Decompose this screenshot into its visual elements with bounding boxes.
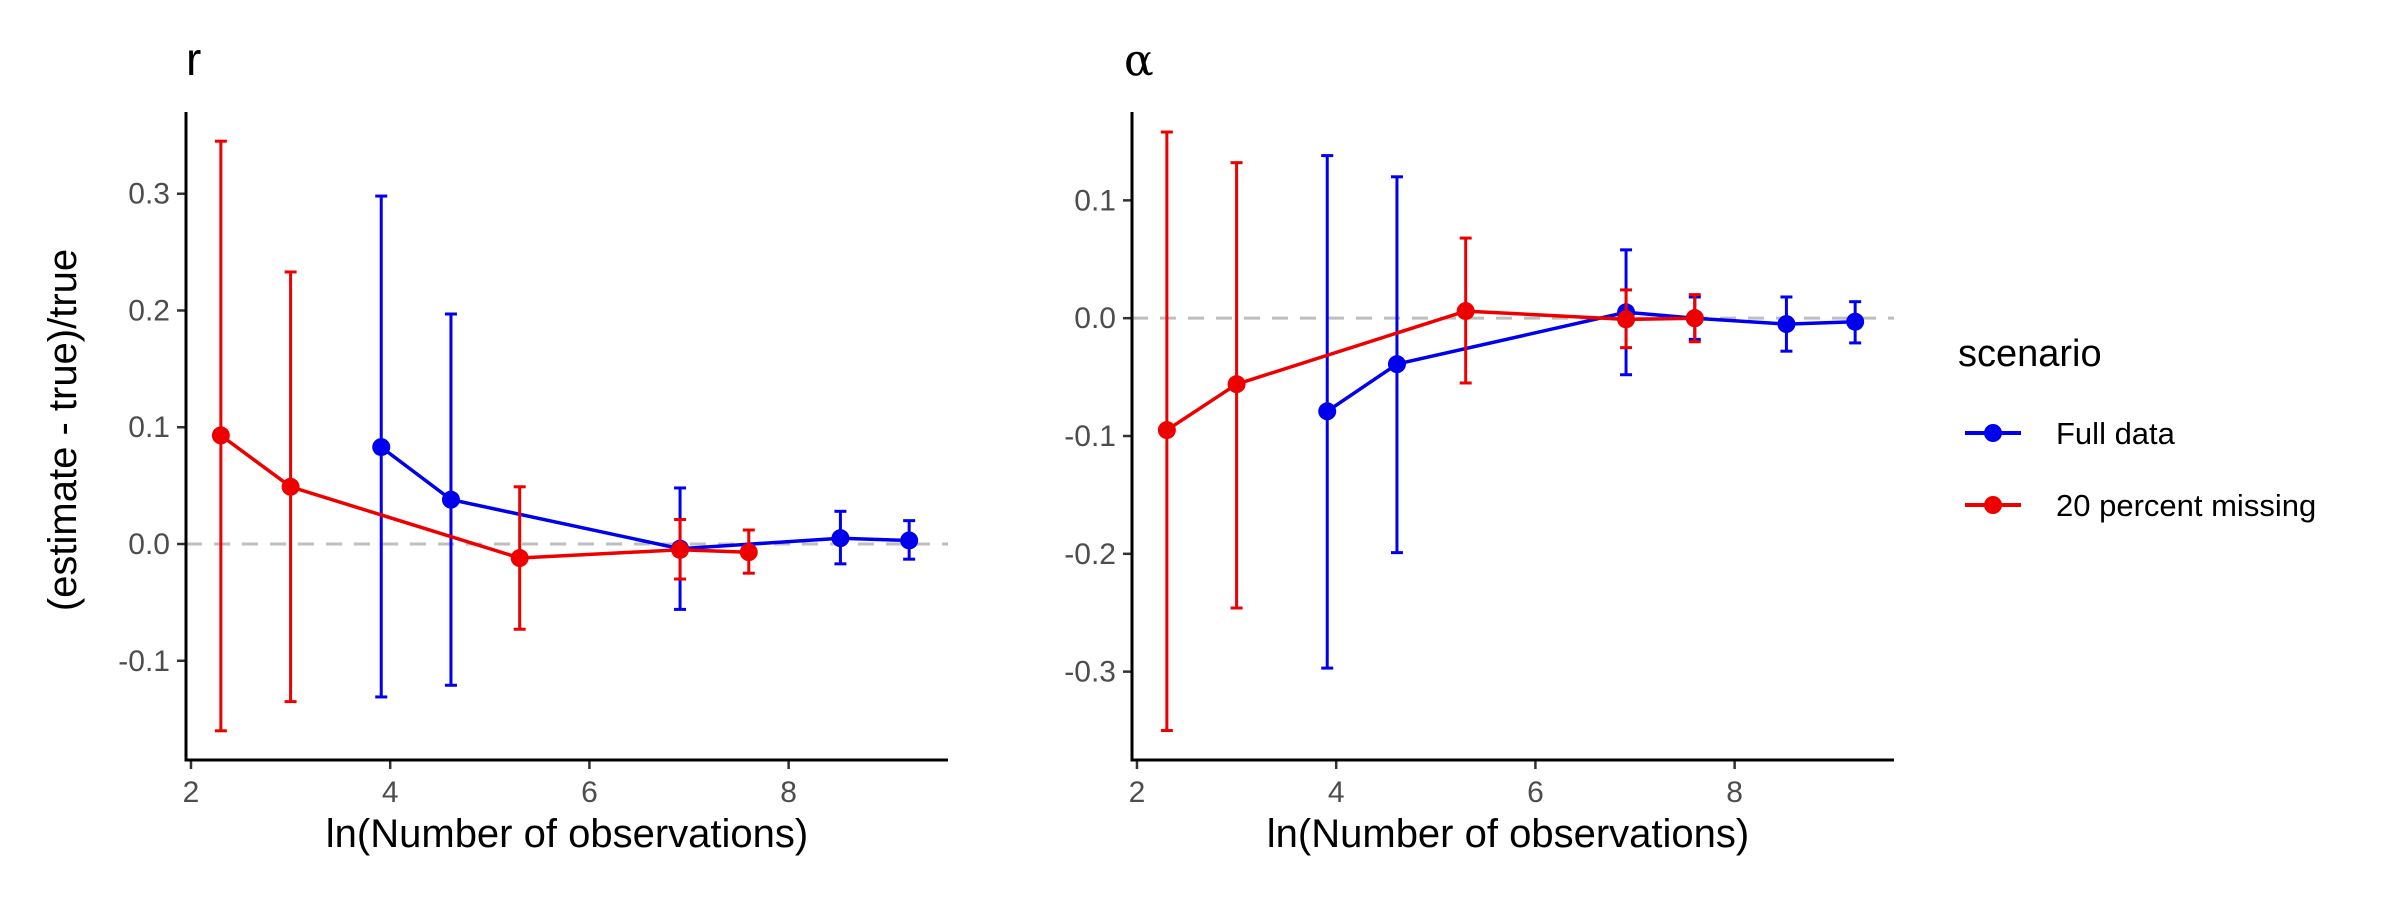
data-point-full-data <box>831 529 850 548</box>
panel-r: r (estimate - true)/true ln(Number of ob… <box>41 33 948 856</box>
axes-alpha <box>1130 112 1894 762</box>
data-point-full-data <box>1846 312 1865 331</box>
x-axis-label-r: ln(Number of observations) <box>326 812 808 856</box>
axes-r <box>184 112 948 762</box>
data-point-20-percent-missing <box>211 426 230 445</box>
series-line-20-percent-missing <box>1165 309 1695 432</box>
panel-title-r: r <box>186 33 201 85</box>
x-tick-label: 6 <box>1527 776 1544 809</box>
x-tick-label: 8 <box>1726 776 1743 809</box>
y-tick-label: -0.1 <box>118 645 170 678</box>
legend: scenario Full data 20 percent missing <box>1958 333 2316 523</box>
data-point-20-percent-missing <box>1157 421 1176 440</box>
series-line-20-percent-missing <box>219 433 749 560</box>
marks-alpha <box>1157 130 1865 733</box>
data-point-full-data <box>1387 355 1406 374</box>
series-line-full-data <box>380 445 910 551</box>
y-tick-label: -0.2 <box>1064 538 1116 571</box>
ticks-alpha: -0.3 -0.2 -0.1 0.0 0.1 2 4 6 8 <box>1064 184 1743 809</box>
y-tick-label: 0.0 <box>1074 302 1116 335</box>
data-point-full-data <box>1318 402 1337 421</box>
data-point-20-percent-missing <box>281 477 300 496</box>
legend-item-full-data: Full data <box>1965 416 2176 451</box>
data-point-20-percent-missing <box>1456 302 1475 321</box>
legend-key-point <box>1984 496 2002 514</box>
y-tick-label: 0.0 <box>128 528 170 561</box>
data-point-20-percent-missing <box>510 549 529 568</box>
y-tick-label: 0.2 <box>128 294 170 327</box>
legend-item-20-percent-missing: 20 percent missing <box>1965 488 2316 523</box>
marks-r <box>211 139 919 733</box>
data-point-full-data <box>900 531 919 550</box>
data-point-20-percent-missing <box>671 540 690 559</box>
panel-alpha: α ln(Number of observations) -0.3-0.2-0.… <box>1064 35 1894 856</box>
x-tick-label: 2 <box>1129 776 1146 809</box>
y-axis-label: (estimate - true)/true <box>41 249 85 611</box>
legend-label-20-percent-missing: 20 percent missing <box>2056 488 2316 523</box>
x-axis-label-alpha: ln(Number of observations) <box>1267 812 1749 856</box>
x-tick-label: 6 <box>581 776 598 809</box>
legend-key-point <box>1984 424 2002 442</box>
y-tick-label: -0.1 <box>1064 420 1116 453</box>
data-point-20-percent-missing <box>1617 310 1636 329</box>
data-point-full-data <box>372 438 391 457</box>
legend-label-full-data: Full data <box>2056 416 2176 451</box>
x-tick-label: 8 <box>780 776 797 809</box>
x-tick-label: 4 <box>382 776 399 809</box>
panel-title-alpha: α <box>1124 35 1154 86</box>
y-tick-label: 0.1 <box>128 411 170 444</box>
data-point-20-percent-missing <box>739 543 758 562</box>
y-tick-label: 0.1 <box>1074 184 1116 217</box>
series-line-full-data <box>1326 310 1856 413</box>
data-point-20-percent-missing <box>1685 309 1704 328</box>
x-tick-label: 2 <box>183 776 200 809</box>
x-tick-label: 4 <box>1328 776 1345 809</box>
data-point-20-percent-missing <box>1227 375 1246 394</box>
legend-title: scenario <box>1958 333 2102 375</box>
y-tick-label: 0.3 <box>128 178 170 211</box>
y-tick-label: -0.3 <box>1064 656 1116 689</box>
data-point-full-data <box>1777 315 1796 334</box>
data-point-full-data <box>441 490 460 509</box>
